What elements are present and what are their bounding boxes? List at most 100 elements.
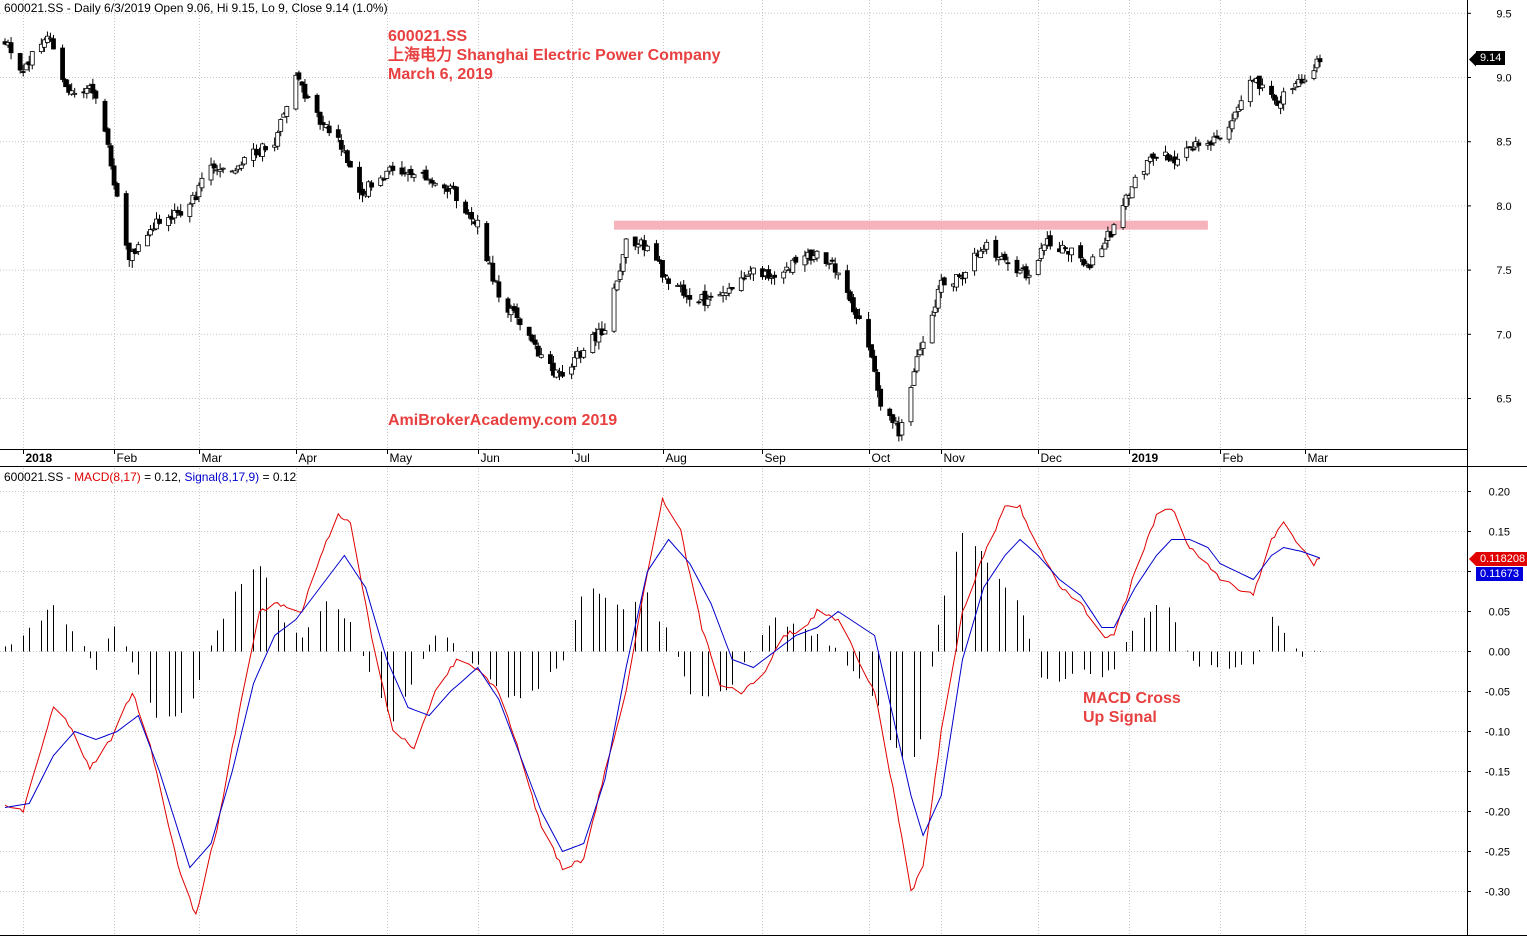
macd-last-pointer — [1469, 552, 1476, 566]
month-label: Feb — [1223, 451, 1244, 465]
price-y-tick-label: 7.0 — [1496, 329, 1511, 341]
candle-up — [814, 250, 820, 259]
candle-up — [617, 270, 623, 280]
last-close-pointer — [1469, 52, 1476, 67]
candle-up — [938, 279, 944, 293]
candle-up — [1132, 176, 1138, 189]
candle-up — [1120, 205, 1126, 228]
candle-up — [738, 277, 744, 291]
candle-up — [1247, 79, 1253, 103]
candle-down — [847, 291, 853, 302]
macd-header: 600021.SS - MACD(8,17) = 0.12, Signal(8,… — [4, 470, 296, 484]
candle-down — [357, 166, 362, 193]
candle-down — [772, 274, 778, 278]
candle-up — [614, 280, 620, 291]
candle-up — [1184, 147, 1190, 158]
candle-down — [1005, 262, 1011, 265]
chart-title-date: March 6, 2019 — [388, 66, 493, 83]
candle-up — [981, 248, 987, 252]
candle-up — [984, 241, 990, 250]
candle-down — [1317, 58, 1323, 63]
candle-up — [199, 177, 205, 189]
candle-down — [441, 184, 447, 189]
watermark: AmiBrokerAcademy.com 2019 — [388, 412, 618, 429]
month-label: Sep — [765, 451, 787, 465]
price-y-tick-label: 8.5 — [1496, 137, 1511, 149]
candle-down — [857, 315, 862, 319]
candle-down — [1014, 259, 1020, 274]
candle-up — [750, 267, 756, 275]
candle-down — [1078, 245, 1084, 259]
candle-down — [314, 94, 320, 113]
candle-down — [429, 180, 435, 184]
candle-up — [411, 174, 417, 178]
last-close-tag: 9.14 — [1476, 51, 1506, 65]
macd-y-tick-label: -0.15 — [1485, 767, 1510, 779]
candle-up — [1144, 160, 1150, 175]
candle-down — [529, 334, 535, 342]
candle-down — [360, 188, 365, 196]
candle-up — [69, 90, 75, 95]
candle-down — [399, 167, 405, 175]
candle-down — [866, 319, 871, 348]
candle-down — [1150, 153, 1156, 159]
candle-up — [920, 341, 926, 349]
candle-down — [1196, 142, 1202, 146]
month-label: Feb — [117, 451, 138, 465]
candle-up — [1041, 244, 1047, 252]
candle-down — [993, 239, 999, 258]
candle-down — [1187, 146, 1193, 149]
candle-down — [157, 218, 162, 224]
candle-up — [1211, 136, 1217, 144]
candle-up — [29, 51, 35, 66]
candle-down — [535, 345, 541, 357]
candle-up — [726, 287, 732, 294]
macd-y-tick-label: -0.05 — [1485, 687, 1510, 699]
signal-last-tag: 0.11673 — [1476, 567, 1523, 581]
candle-up — [232, 170, 238, 174]
candle-down — [317, 111, 323, 125]
candle-down — [641, 240, 647, 251]
candle-up — [378, 177, 384, 186]
candle-down — [1081, 259, 1087, 266]
candle-up — [23, 63, 29, 71]
candle-up — [538, 354, 544, 358]
candle-up — [972, 252, 977, 272]
candle-up — [769, 276, 774, 279]
candle-down — [832, 263, 838, 273]
candle-up — [1278, 102, 1284, 109]
candle-down — [766, 269, 771, 279]
candle-up — [893, 420, 899, 424]
candle-up — [908, 387, 914, 423]
month-label: May — [390, 451, 413, 465]
price-y-tick-label: 8.0 — [1496, 201, 1511, 213]
month-label: Oct — [872, 451, 891, 465]
candle-down — [344, 150, 350, 163]
candle-down — [793, 256, 799, 263]
candle-up — [1302, 79, 1308, 83]
candle-up — [241, 157, 247, 165]
candle-down — [105, 128, 111, 145]
candle-up — [826, 262, 832, 265]
candle-down — [193, 196, 199, 200]
candle-up — [635, 244, 641, 248]
candle-up — [705, 298, 711, 306]
candle-up — [802, 255, 808, 266]
candle-up — [1129, 186, 1135, 199]
candle-down — [93, 90, 99, 99]
candle-down — [496, 281, 502, 298]
candle-down — [808, 249, 814, 261]
candle-down — [526, 326, 532, 336]
candle-down — [654, 243, 659, 261]
macd-y-tick-label: 0.00 — [1489, 647, 1510, 659]
candle-up — [172, 210, 178, 219]
macd-histogram — [5, 533, 1321, 758]
candle-up — [1229, 120, 1235, 130]
candle-down — [1257, 75, 1262, 89]
candle-up — [238, 164, 244, 169]
candle-up — [1017, 269, 1023, 274]
price-y-tick-label: 9.5 — [1496, 8, 1511, 20]
candle-up — [784, 266, 790, 271]
candle-down — [423, 169, 429, 181]
